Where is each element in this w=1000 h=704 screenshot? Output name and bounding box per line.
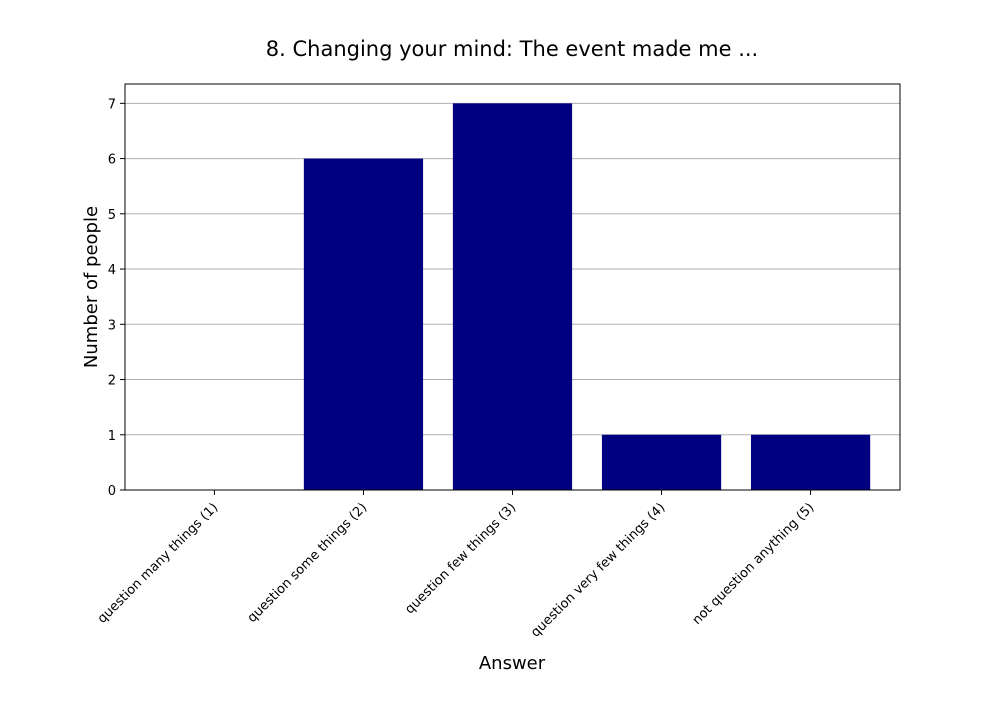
y-tick-label: 1	[108, 429, 116, 444]
x-tick-label: question some things (2)	[245, 500, 371, 626]
bar	[303, 158, 424, 491]
y-tick-label: 4	[108, 263, 116, 278]
y-axis-label: Number of people	[81, 206, 102, 368]
y-tick-label: 2	[108, 374, 116, 389]
y-tick-label: 0	[108, 484, 116, 499]
bar	[601, 434, 722, 490]
bar	[452, 103, 573, 490]
chart-title: 8. Changing your mind: The event made me…	[266, 37, 758, 61]
y-tick-label: 6	[108, 153, 116, 168]
bars	[303, 103, 871, 491]
x-axis-label: Answer	[479, 653, 546, 674]
x-tick-label: question few things (3)	[402, 500, 519, 617]
bar	[750, 434, 871, 490]
plot-frame	[124, 83, 901, 491]
y-tick-label: 3	[108, 318, 116, 333]
y-tick-label: 7	[108, 97, 116, 112]
x-tick-label: not question anything (5)	[690, 500, 818, 628]
x-tick-label: question many things (1)	[95, 500, 221, 626]
x-tick-label: question very few things (4)	[528, 500, 668, 640]
y-tick-label: 5	[108, 208, 116, 223]
